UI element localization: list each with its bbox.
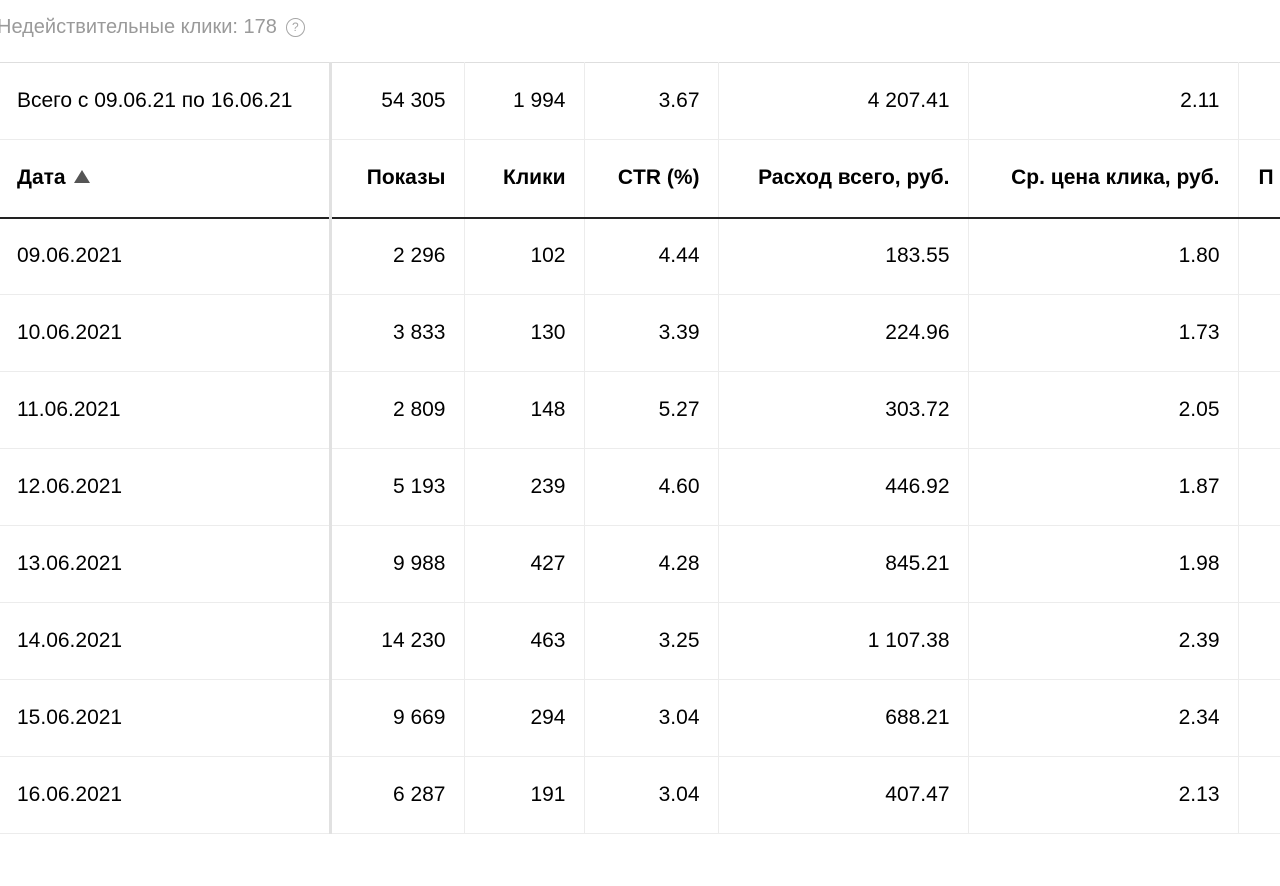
cell-shows: 14 230 bbox=[330, 602, 465, 680]
cell-shows: 2 809 bbox=[330, 371, 465, 449]
cell-cost: 407.47 bbox=[718, 756, 969, 834]
column-header-cost[interactable]: Расход всего, руб. bbox=[718, 139, 969, 219]
cell-ctr: 3.04 bbox=[584, 756, 719, 834]
cell-avg-cpc: 1.73 bbox=[968, 294, 1239, 372]
statistics-table: Всего с 09.06.21 по 16.06.21 54 305 1 99… bbox=[0, 62, 1280, 834]
statistics-table-container: Всего с 09.06.21 по 16.06.21 54 305 1 99… bbox=[0, 62, 1280, 834]
table-row: 10.06.2021 3 833 130 3.39 224.96 1.73 bbox=[0, 294, 1280, 372]
total-ctr: 3.67 bbox=[584, 62, 719, 140]
cell-date: 14.06.2021 bbox=[0, 602, 332, 680]
cell-clicks: 463 bbox=[464, 602, 585, 680]
column-header-date-label: Дата bbox=[17, 166, 66, 190]
cell-ctr: 4.28 bbox=[584, 525, 719, 603]
table-row: 12.06.2021 5 193 239 4.60 446.92 1.87 bbox=[0, 448, 1280, 526]
cell-avg-cpc: 2.34 bbox=[968, 679, 1239, 757]
invalid-clicks-label: Недействительные клики: 178 bbox=[0, 15, 277, 38]
total-label: Всего с 09.06.21 по 16.06.21 bbox=[0, 62, 332, 140]
total-clicks: 1 994 bbox=[464, 62, 585, 140]
cell-ctr: 3.25 bbox=[584, 602, 719, 680]
cell-ctr: 3.04 bbox=[584, 679, 719, 757]
column-header-truncated[interactable]: П bbox=[1238, 139, 1280, 219]
table-row: 13.06.2021 9 988 427 4.28 845.21 1.98 bbox=[0, 525, 1280, 603]
cell-avg-cpc: 2.13 bbox=[968, 756, 1239, 834]
cell-truncated bbox=[1238, 371, 1280, 449]
total-row: Всего с 09.06.21 по 16.06.21 54 305 1 99… bbox=[0, 62, 1280, 140]
cell-cost: 1 107.38 bbox=[718, 602, 969, 680]
cell-clicks: 191 bbox=[464, 756, 585, 834]
cell-shows: 6 287 bbox=[330, 756, 465, 834]
cell-clicks: 427 bbox=[464, 525, 585, 603]
cell-clicks: 102 bbox=[464, 217, 585, 295]
table-row: 16.06.2021 6 287 191 3.04 407.47 2.13 bbox=[0, 756, 1280, 834]
cell-truncated bbox=[1238, 448, 1280, 526]
cell-date: 13.06.2021 bbox=[0, 525, 332, 603]
invalid-clicks-summary: Недействительные клики: 178 ? bbox=[0, 14, 305, 40]
cell-shows: 2 296 bbox=[330, 217, 465, 295]
cell-avg-cpc: 1.87 bbox=[968, 448, 1239, 526]
table-row: 14.06.2021 14 230 463 3.25 1 107.38 2.39 bbox=[0, 602, 1280, 680]
total-cut-cell bbox=[1238, 62, 1280, 140]
sort-ascending-icon bbox=[73, 170, 90, 184]
cell-avg-cpc: 1.98 bbox=[968, 525, 1239, 603]
cell-date: 15.06.2021 bbox=[0, 679, 332, 757]
cell-date: 12.06.2021 bbox=[0, 448, 332, 526]
cell-date: 10.06.2021 bbox=[0, 294, 332, 372]
cell-ctr: 4.60 bbox=[584, 448, 719, 526]
cell-shows: 9 669 bbox=[330, 679, 465, 757]
cell-avg-cpc: 1.80 bbox=[968, 217, 1239, 295]
cell-truncated bbox=[1238, 679, 1280, 757]
column-header-avg-cpc[interactable]: Ср. цена клика, руб. bbox=[968, 139, 1239, 219]
column-header-shows[interactable]: Показы bbox=[330, 139, 465, 219]
cell-clicks: 239 bbox=[464, 448, 585, 526]
cell-truncated bbox=[1238, 294, 1280, 372]
cell-clicks: 294 bbox=[464, 679, 585, 757]
cell-date: 09.06.2021 bbox=[0, 217, 332, 295]
cell-ctr: 4.44 bbox=[584, 217, 719, 295]
cell-clicks: 130 bbox=[464, 294, 585, 372]
cell-ctr: 3.39 bbox=[584, 294, 719, 372]
cell-shows: 5 193 bbox=[330, 448, 465, 526]
cell-cost: 183.55 bbox=[718, 217, 969, 295]
cell-date: 16.06.2021 bbox=[0, 756, 332, 834]
total-shows: 54 305 bbox=[330, 62, 465, 140]
total-cost: 4 207.41 bbox=[718, 62, 969, 140]
cell-cost: 224.96 bbox=[718, 294, 969, 372]
table-row: 15.06.2021 9 669 294 3.04 688.21 2.34 bbox=[0, 679, 1280, 757]
cell-truncated bbox=[1238, 217, 1280, 295]
cell-truncated bbox=[1238, 602, 1280, 680]
cell-ctr: 5.27 bbox=[584, 371, 719, 449]
column-header-date[interactable]: Дата bbox=[0, 139, 332, 219]
cell-cost: 688.21 bbox=[718, 679, 969, 757]
cell-cost: 303.72 bbox=[718, 371, 969, 449]
cell-shows: 9 988 bbox=[330, 525, 465, 603]
cell-truncated bbox=[1238, 525, 1280, 603]
cell-shows: 3 833 bbox=[330, 294, 465, 372]
cell-avg-cpc: 2.05 bbox=[968, 371, 1239, 449]
cell-truncated bbox=[1238, 756, 1280, 834]
table-row: 11.06.2021 2 809 148 5.27 303.72 2.05 bbox=[0, 371, 1280, 449]
cell-date: 11.06.2021 bbox=[0, 371, 332, 449]
cell-cost: 845.21 bbox=[718, 525, 969, 603]
table-body: 09.06.2021 2 296 102 4.44 183.55 1.80 10.06.20… bbox=[0, 217, 1280, 834]
column-header-ctr[interactable]: CTR (%) bbox=[584, 139, 719, 219]
column-header-clicks[interactable]: Клики bbox=[464, 139, 585, 219]
help-icon[interactable]: ? bbox=[285, 17, 305, 37]
cell-clicks: 148 bbox=[464, 371, 585, 449]
table-header-row: Дата Показы Клики CTR (%) Расход всего, … bbox=[0, 139, 1280, 219]
cell-cost: 446.92 bbox=[718, 448, 969, 526]
total-avg-cpc: 2.11 bbox=[968, 62, 1239, 140]
table-row: 09.06.2021 2 296 102 4.44 183.55 1.80 bbox=[0, 217, 1280, 295]
cell-avg-cpc: 2.39 bbox=[968, 602, 1239, 680]
